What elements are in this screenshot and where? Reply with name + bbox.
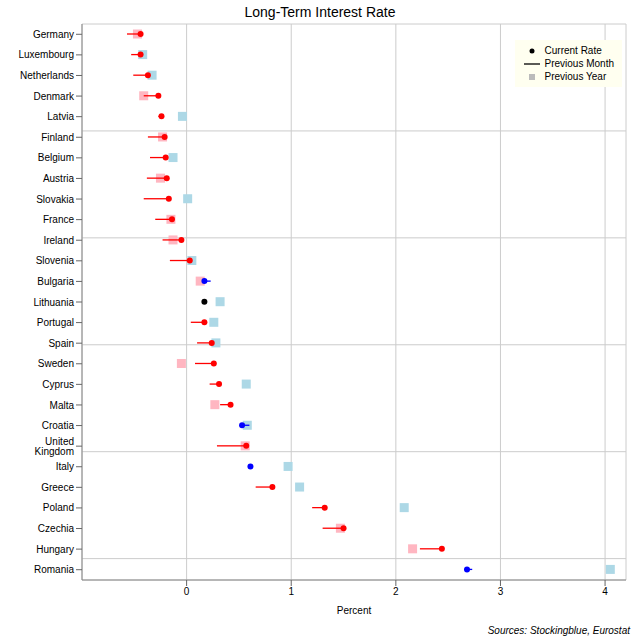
html-text:Previous Month: Previous Month [544,58,614,69]
svg-text:France: France [43,214,75,225]
html-text:Long-Term Interest Rate: Long-Term Interest Rate [244,4,396,20]
svg-text:Sweden: Sweden [38,358,74,369]
svg-text:Finland: Finland [41,132,74,143]
svg-text:Czechia: Czechia [38,523,75,534]
svg-text:Italy: Italy [56,461,74,472]
svg-text:Slovakia: Slovakia [36,194,74,205]
svg-text:Ireland: Ireland [43,235,74,246]
svg-text:Percent: Percent [337,605,372,616]
svg-text:Germany: Germany [33,29,74,40]
svg-text:Slovenia: Slovenia [36,255,75,266]
svg-text:Spain: Spain [48,338,74,349]
svg-text:1: 1 [288,586,294,597]
svg-text:4: 4 [602,586,608,597]
svg-text:Belgium: Belgium [38,152,74,163]
svg-text:Romania: Romania [34,564,74,575]
svg-text:Bulgaria: Bulgaria [37,276,74,287]
svg-text:Croatia: Croatia [42,420,75,431]
svg-text:Austria: Austria [43,173,75,184]
svg-text:0: 0 [184,586,190,597]
svg-text:UnitedKingdom: UnitedKingdom [35,436,74,457]
svg-text:Hungary: Hungary [36,544,74,555]
svg-text:Luxembourg: Luxembourg [18,49,74,60]
svg-text:2: 2 [393,586,399,597]
svg-text:Poland: Poland [43,502,74,513]
svg-text:3: 3 [498,586,504,597]
svg-text:Netherlands: Netherlands [20,70,74,81]
svg-text:Cyprus: Cyprus [42,379,74,390]
svg-text:Latvia: Latvia [47,111,74,122]
svg-text:Malta: Malta [50,400,75,411]
svg-text:Denmark: Denmark [33,91,75,102]
html-text:Current Rate: Current Rate [544,45,602,56]
svg-text:Portugal: Portugal [37,317,74,328]
svg-text:Lithuania: Lithuania [33,297,74,308]
svg-text:Greece: Greece [41,482,74,493]
html-text:Previous Year: Previous Year [544,71,607,82]
html-text:Sources: Stockingblue, Eurosta: Sources: Stockingblue, Eurostat [487,625,630,636]
